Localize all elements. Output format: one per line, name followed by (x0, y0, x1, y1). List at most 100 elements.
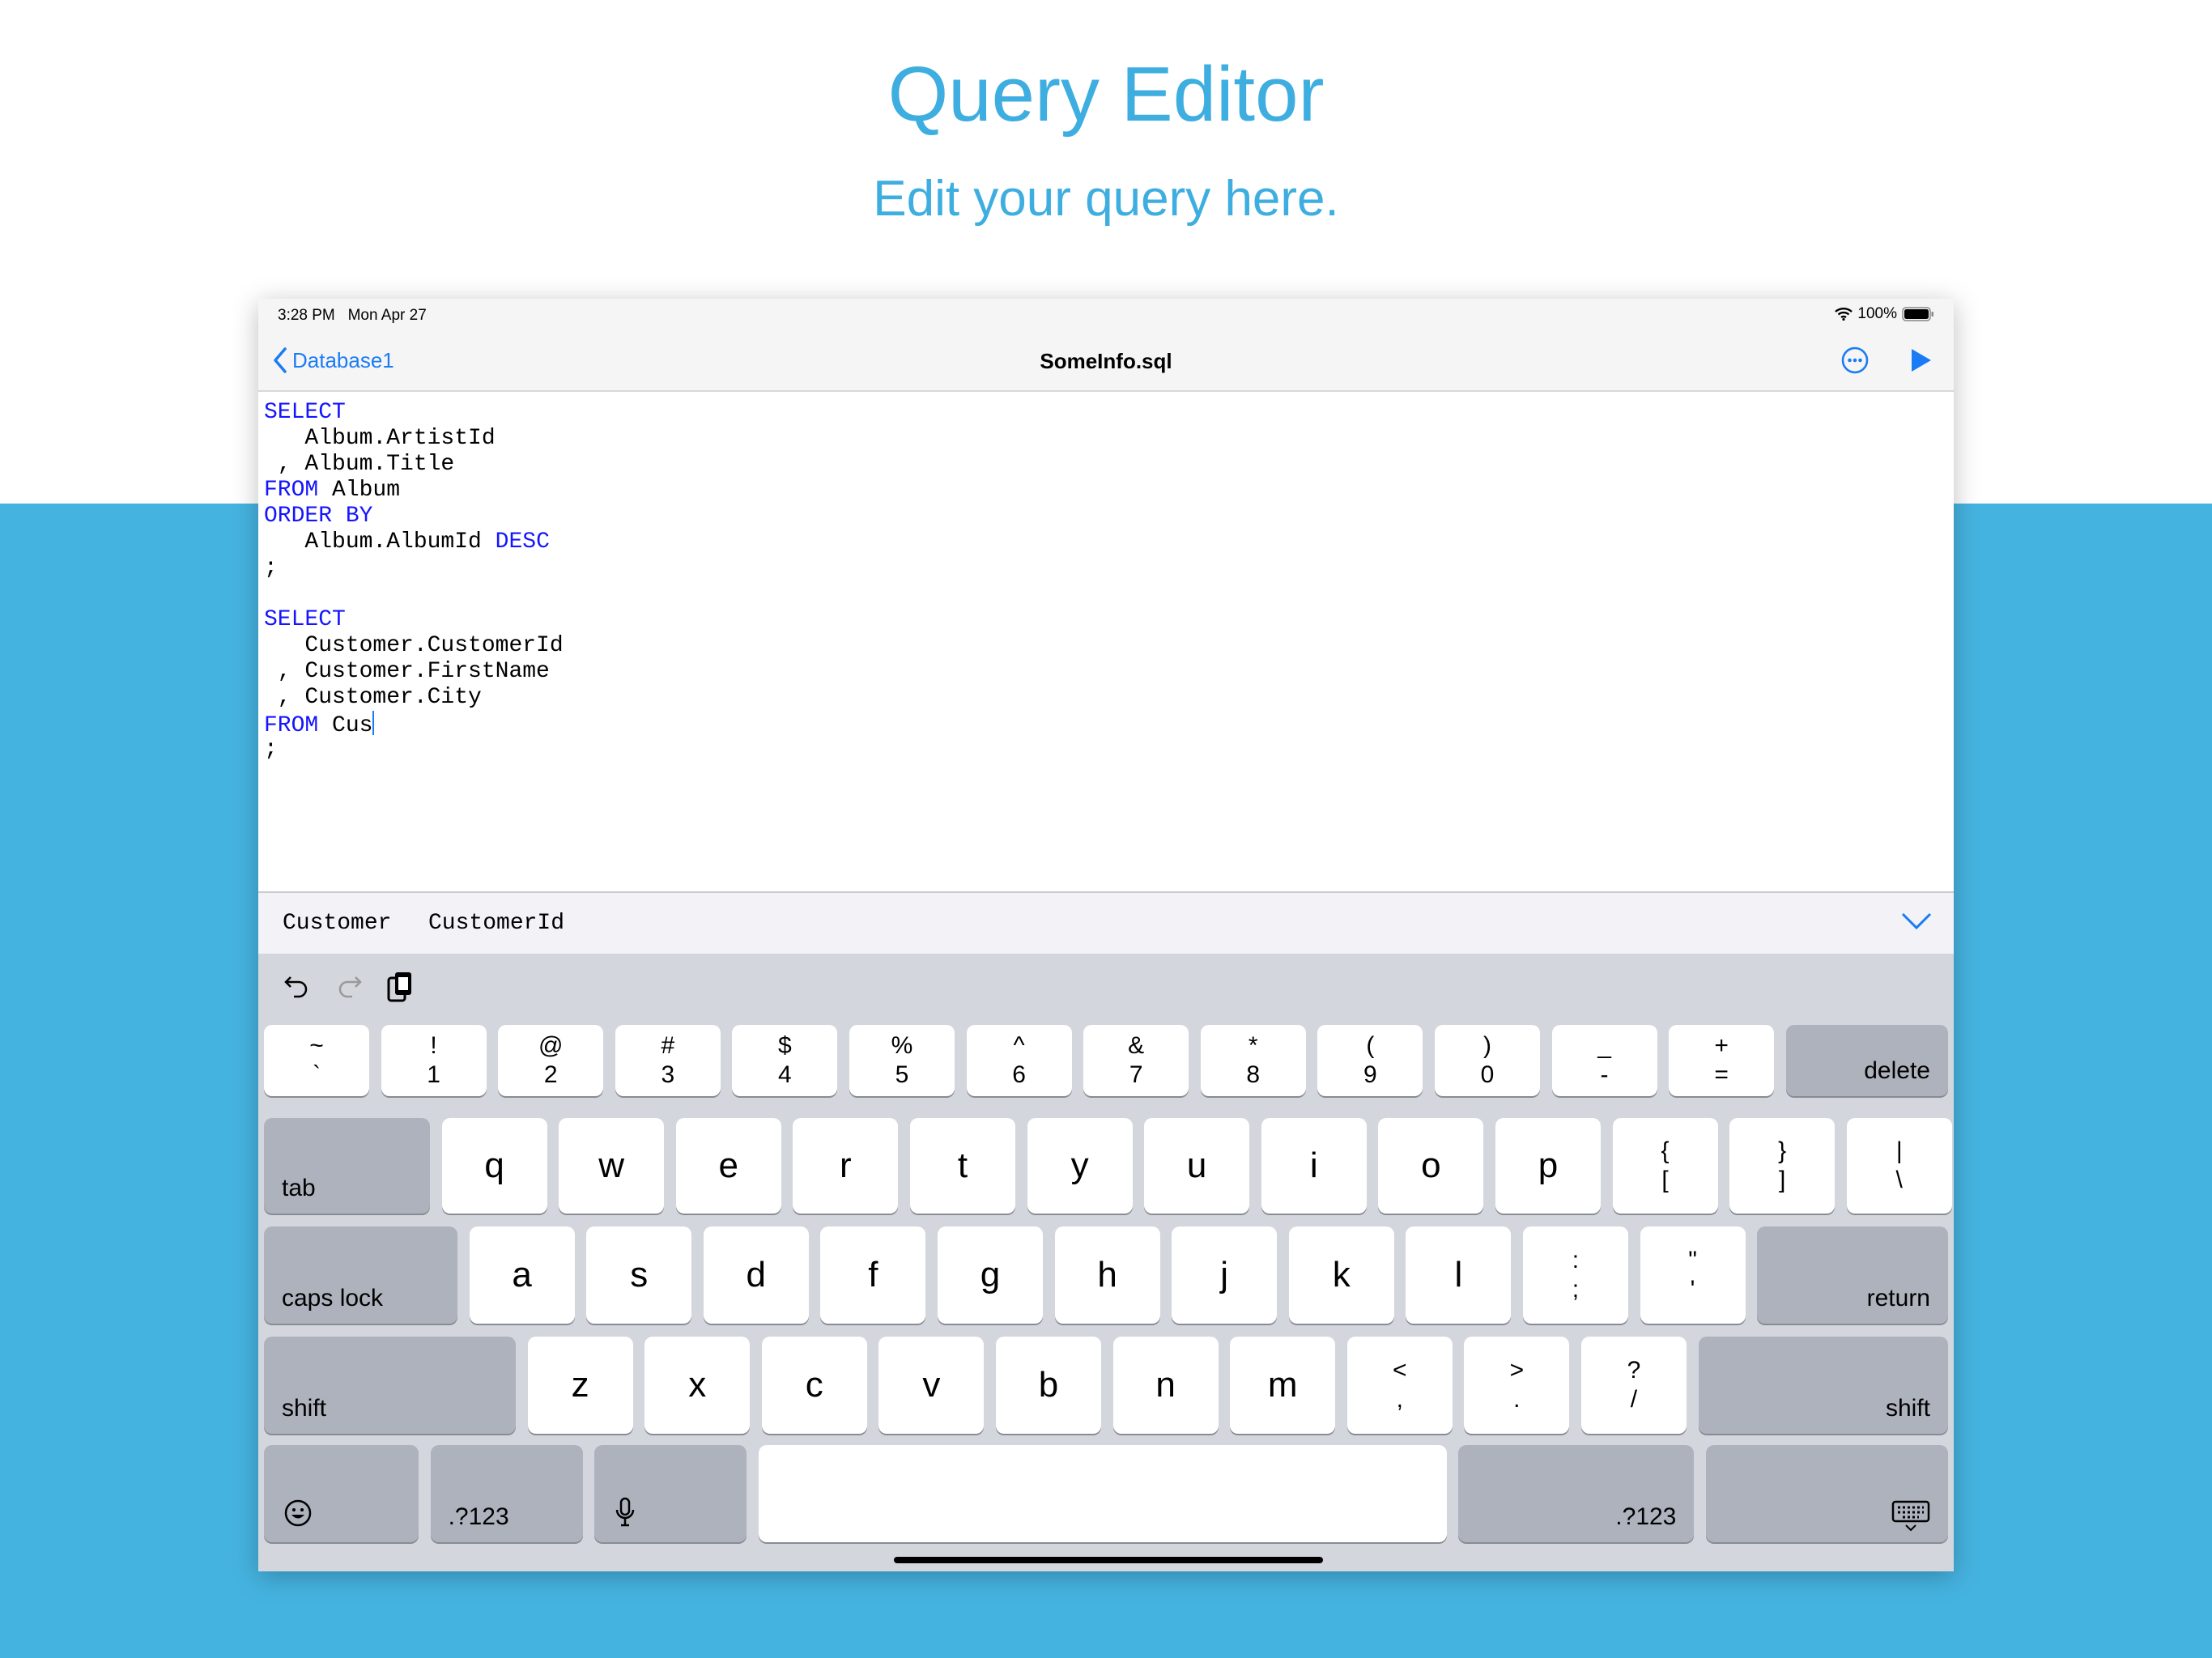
caps-lock-key[interactable]: caps lock (264, 1226, 457, 1324)
dismiss-keyboard-key[interactable] (1705, 1445, 1948, 1542)
key-4[interactable]: $4 (732, 1025, 838, 1096)
key-e[interactable]: e (675, 1118, 781, 1214)
key-2[interactable]: @2 (498, 1025, 604, 1096)
sql-keyword: FROM (264, 478, 319, 503)
key-\[interactable]: | \ (1846, 1118, 1952, 1214)
ellipsis-circle-icon[interactable] (1840, 346, 1870, 375)
code-editor[interactable]: SELECT Album.ArtistId , Album.Title FROM … (264, 400, 564, 763)
key-l[interactable]: l (1406, 1226, 1512, 1324)
key-label: 0 (1480, 1061, 1495, 1088)
key-label: ? (1627, 1357, 1641, 1384)
space-key[interactable] (758, 1445, 1447, 1542)
key-,[interactable]: <, (1346, 1337, 1453, 1434)
key-label: p (1538, 1146, 1559, 1185)
key-label: k (1332, 1255, 1351, 1295)
key-label: : (1572, 1247, 1580, 1273)
key-a[interactable]: a (469, 1226, 575, 1324)
key-label: m (1267, 1365, 1298, 1405)
code-line: SELECT (264, 400, 564, 426)
emoji-key[interactable] (264, 1445, 419, 1542)
keyboard: ~ `! 1 @2 #3 $4% 5 ^ 6 & 7 * 8(9) 0 _ - + = delete tab q w e r… (258, 954, 1954, 1571)
paste-icon[interactable] (386, 970, 414, 1004)
key-5[interactable]: % 5 (849, 1025, 955, 1096)
key-=[interactable]: + = (1669, 1025, 1775, 1096)
key-p[interactable]: p (1495, 1118, 1601, 1214)
key-'[interactable]: " ' (1640, 1226, 1746, 1324)
key-6[interactable]: ^ 6 (966, 1025, 1072, 1096)
key-[[interactable]: {[ (1612, 1118, 1718, 1214)
key-o[interactable]: o (1378, 1118, 1484, 1214)
key-w[interactable]: w (559, 1118, 665, 1214)
keyboard-row-numbers: ~ `! 1 @2 #3 $4% 5 ^ 6 & 7 * 8(9) 0 _ - + = delete (264, 1025, 1948, 1096)
shift-key-left[interactable]: shift (264, 1337, 516, 1434)
key-3[interactable]: #3 (615, 1025, 721, 1096)
key-n[interactable]: n (1112, 1337, 1219, 1434)
return-key[interactable]: return (1757, 1226, 1948, 1324)
key-f[interactable]: f (820, 1226, 926, 1324)
key-;[interactable]: :; (1522, 1226, 1628, 1324)
suggestion-item[interactable]: Customer (283, 911, 392, 936)
key-label: y (1070, 1146, 1089, 1185)
status-bar: 3:28 PM Mon Apr 27 100% (258, 299, 1954, 331)
shift-key-right[interactable]: shift (1698, 1337, 1948, 1434)
delete-key[interactable]: delete (1785, 1025, 1948, 1096)
key-label: tab (282, 1175, 316, 1201)
sql-text: Customer.CustomerId (264, 633, 564, 658)
key-label: h (1097, 1255, 1117, 1295)
suggestion-item[interactable]: CustomerId (428, 911, 565, 936)
tab-key[interactable]: tab (264, 1118, 430, 1214)
key-label: ' (1690, 1276, 1695, 1303)
numbers-key-left[interactable]: .?123 (430, 1445, 583, 1542)
key-1[interactable]: ! 1 (381, 1025, 487, 1096)
undo-icon[interactable] (283, 972, 312, 1001)
key-label: 1 (427, 1061, 440, 1088)
back-label: Database1 (292, 347, 394, 372)
key-7[interactable]: & 7 (1083, 1025, 1189, 1096)
key-r[interactable]: r (793, 1118, 899, 1214)
key-x[interactable]: x (644, 1337, 751, 1434)
key-y[interactable]: y (1027, 1118, 1133, 1214)
key-label: 3 (661, 1061, 675, 1088)
key-g[interactable]: g (937, 1226, 1043, 1324)
key-label: % (891, 1032, 913, 1059)
key-][interactable]: }] (1729, 1118, 1836, 1214)
status-time: 3:28 PM Mon Apr 27 (278, 307, 427, 325)
key-i[interactable]: i (1261, 1118, 1367, 1214)
dictation-key[interactable] (594, 1445, 747, 1542)
code-line (264, 581, 564, 607)
chevron-down-icon[interactable] (1900, 911, 1933, 932)
key-k[interactable]: k (1288, 1226, 1394, 1324)
sql-text: Cus (318, 713, 373, 738)
numbers-key-right[interactable]: .?123 (1458, 1445, 1695, 1542)
key-u[interactable]: u (1144, 1118, 1250, 1214)
key-label: 9 (1363, 1061, 1377, 1088)
code-line: ; (264, 737, 564, 763)
sql-keyword: DESC (495, 529, 550, 555)
code-line: ; (264, 555, 564, 581)
key-j[interactable]: j (1172, 1226, 1278, 1324)
key-`[interactable]: ~ ` (264, 1025, 369, 1096)
key-z[interactable]: z (527, 1337, 633, 1434)
key-label: \ (1895, 1167, 1903, 1193)
key-label: ! (430, 1032, 437, 1059)
key-c[interactable]: c (761, 1337, 867, 1434)
key-b[interactable]: b (995, 1337, 1101, 1434)
key-m[interactable]: m (1230, 1337, 1336, 1434)
redo-icon[interactable] (334, 972, 364, 1001)
key-/[interactable]: ? / (1580, 1337, 1687, 1434)
key-t[interactable]: t (909, 1118, 1015, 1214)
key-q[interactable]: q (441, 1118, 547, 1214)
key-0[interactable]: ) 0 (1434, 1025, 1540, 1096)
back-button[interactable]: Database1 (273, 347, 394, 373)
key-d[interactable]: d (703, 1226, 809, 1324)
key-.[interactable]: >. (1464, 1337, 1570, 1434)
key--[interactable]: _ - (1551, 1025, 1657, 1096)
key-h[interactable]: h (1054, 1226, 1160, 1324)
key-s[interactable]: s (586, 1226, 692, 1324)
key-8[interactable]: * 8 (1200, 1025, 1306, 1096)
key-v[interactable]: v (878, 1337, 985, 1434)
play-icon[interactable] (1910, 347, 1933, 373)
microphone-icon (615, 1497, 635, 1527)
key-9[interactable]: (9 (1317, 1025, 1423, 1096)
keyboard-row-bottom: shift z x c v b n m <, >.? / shift (264, 1337, 1948, 1434)
